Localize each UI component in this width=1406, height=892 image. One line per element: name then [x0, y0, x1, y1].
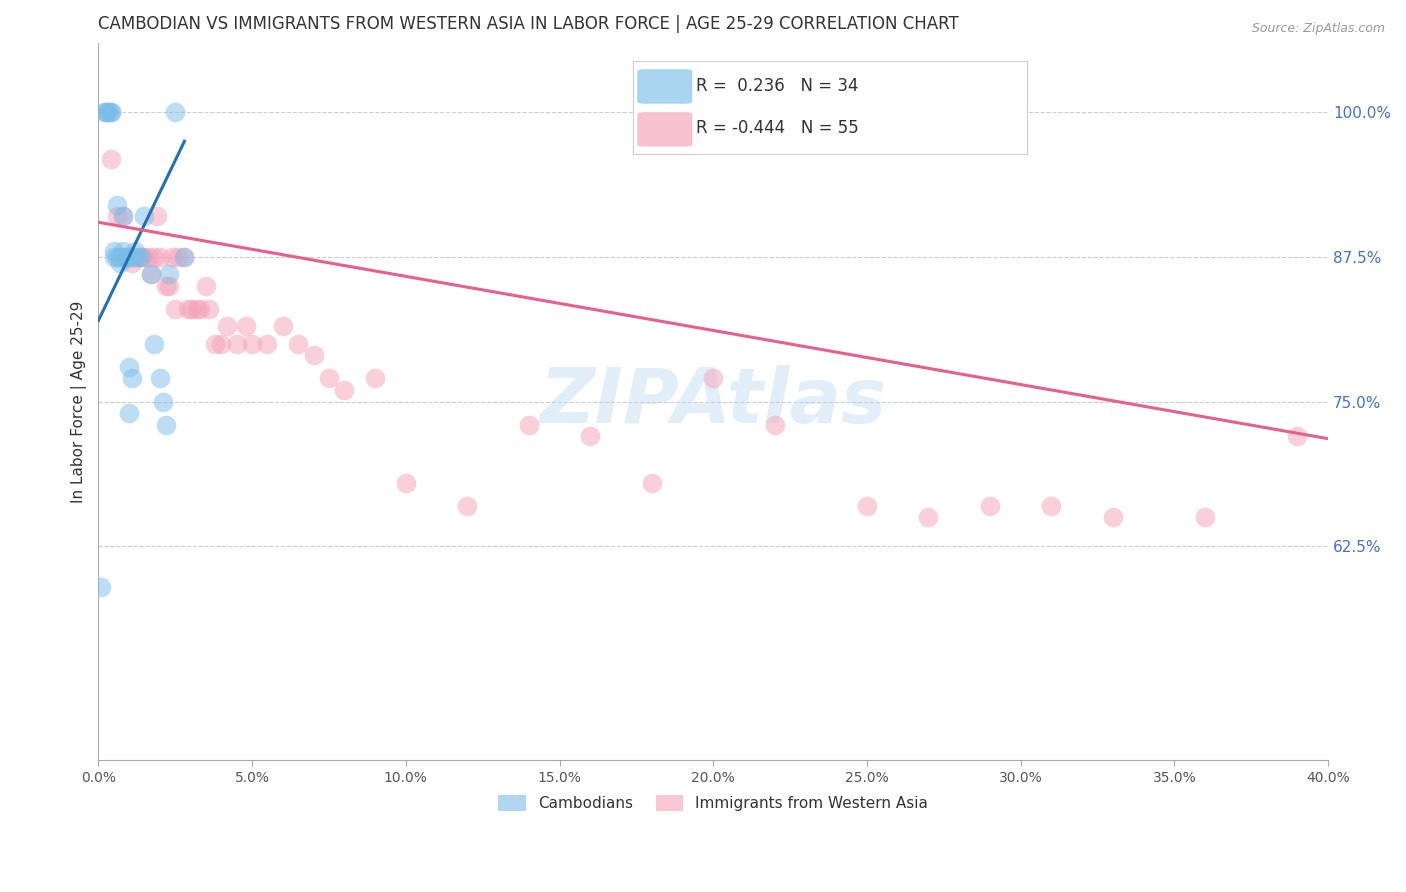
Point — [979, 499, 1001, 513]
Point — [194, 279, 217, 293]
Point — [103, 250, 125, 264]
Point — [180, 301, 202, 316]
Point — [118, 250, 141, 264]
Point — [131, 250, 153, 264]
Point — [856, 499, 879, 513]
Point — [641, 475, 664, 490]
Point — [100, 105, 122, 120]
Point — [121, 256, 143, 270]
Point — [271, 319, 294, 334]
Point — [256, 336, 278, 351]
Point — [1102, 510, 1125, 524]
Text: Source: ZipAtlas.com: Source: ZipAtlas.com — [1251, 22, 1385, 36]
Point — [111, 210, 134, 224]
Point — [136, 250, 159, 264]
Point — [167, 250, 190, 264]
Point — [517, 417, 540, 432]
Point — [103, 244, 125, 259]
Point — [93, 105, 115, 120]
Point — [1286, 429, 1309, 443]
Point — [235, 319, 257, 334]
Point — [149, 371, 172, 385]
Point — [225, 336, 247, 351]
Point — [139, 268, 162, 282]
Point — [1040, 499, 1063, 513]
Text: ZIPAtlas: ZIPAtlas — [540, 365, 887, 439]
Point — [121, 371, 143, 385]
Point — [209, 336, 232, 351]
Point — [1194, 510, 1216, 524]
Text: CAMBODIAN VS IMMIGRANTS FROM WESTERN ASIA IN LABOR FORCE | AGE 25-29 CORRELATION: CAMBODIAN VS IMMIGRANTS FROM WESTERN ASI… — [98, 15, 959, 33]
Point — [121, 250, 143, 264]
Point — [108, 250, 131, 264]
Point — [579, 429, 602, 443]
Point — [108, 256, 131, 270]
Point — [204, 336, 226, 351]
Point — [160, 250, 183, 264]
Point — [763, 417, 786, 432]
Y-axis label: In Labor Force | Age 25-29: In Labor Force | Age 25-29 — [72, 301, 87, 503]
Point — [157, 268, 180, 282]
Point — [131, 250, 153, 264]
Point — [105, 210, 128, 224]
Point — [240, 336, 263, 351]
Point — [127, 250, 149, 264]
Point — [142, 250, 165, 264]
Point — [93, 105, 115, 120]
Point — [702, 371, 724, 385]
Point — [287, 336, 309, 351]
Point — [124, 244, 146, 259]
Point — [186, 301, 208, 316]
Point — [155, 417, 177, 432]
Point — [134, 250, 156, 264]
Point — [139, 268, 162, 282]
Point — [90, 580, 112, 594]
Point — [302, 348, 325, 362]
Point — [134, 210, 156, 224]
Point — [145, 210, 167, 224]
Point — [115, 250, 138, 264]
Point — [142, 336, 165, 351]
Point — [111, 210, 134, 224]
Point — [111, 244, 134, 259]
Point — [165, 105, 187, 120]
Point — [118, 250, 141, 264]
Point — [105, 198, 128, 212]
Point — [198, 301, 221, 316]
Legend: Cambodians, Immigrants from Western Asia: Cambodians, Immigrants from Western Asia — [492, 789, 935, 817]
Point — [108, 250, 131, 264]
Point — [149, 250, 172, 264]
Point — [364, 371, 387, 385]
Point — [100, 105, 122, 120]
Point — [97, 105, 120, 120]
Point — [100, 152, 122, 166]
Point — [173, 250, 195, 264]
Point — [152, 394, 174, 409]
Point — [165, 301, 187, 316]
Point — [115, 250, 138, 264]
Point — [118, 406, 141, 420]
Point — [333, 383, 356, 397]
Point — [188, 301, 211, 316]
Point — [157, 279, 180, 293]
Point — [395, 475, 418, 490]
Point — [155, 279, 177, 293]
Point — [127, 250, 149, 264]
Point — [456, 499, 478, 513]
Point — [118, 359, 141, 374]
Point — [217, 319, 239, 334]
Point — [105, 250, 128, 264]
Point — [318, 371, 340, 385]
Point — [176, 301, 198, 316]
Point — [97, 105, 120, 120]
Point — [115, 250, 138, 264]
Point — [173, 250, 195, 264]
Point — [917, 510, 939, 524]
Point — [124, 250, 146, 264]
